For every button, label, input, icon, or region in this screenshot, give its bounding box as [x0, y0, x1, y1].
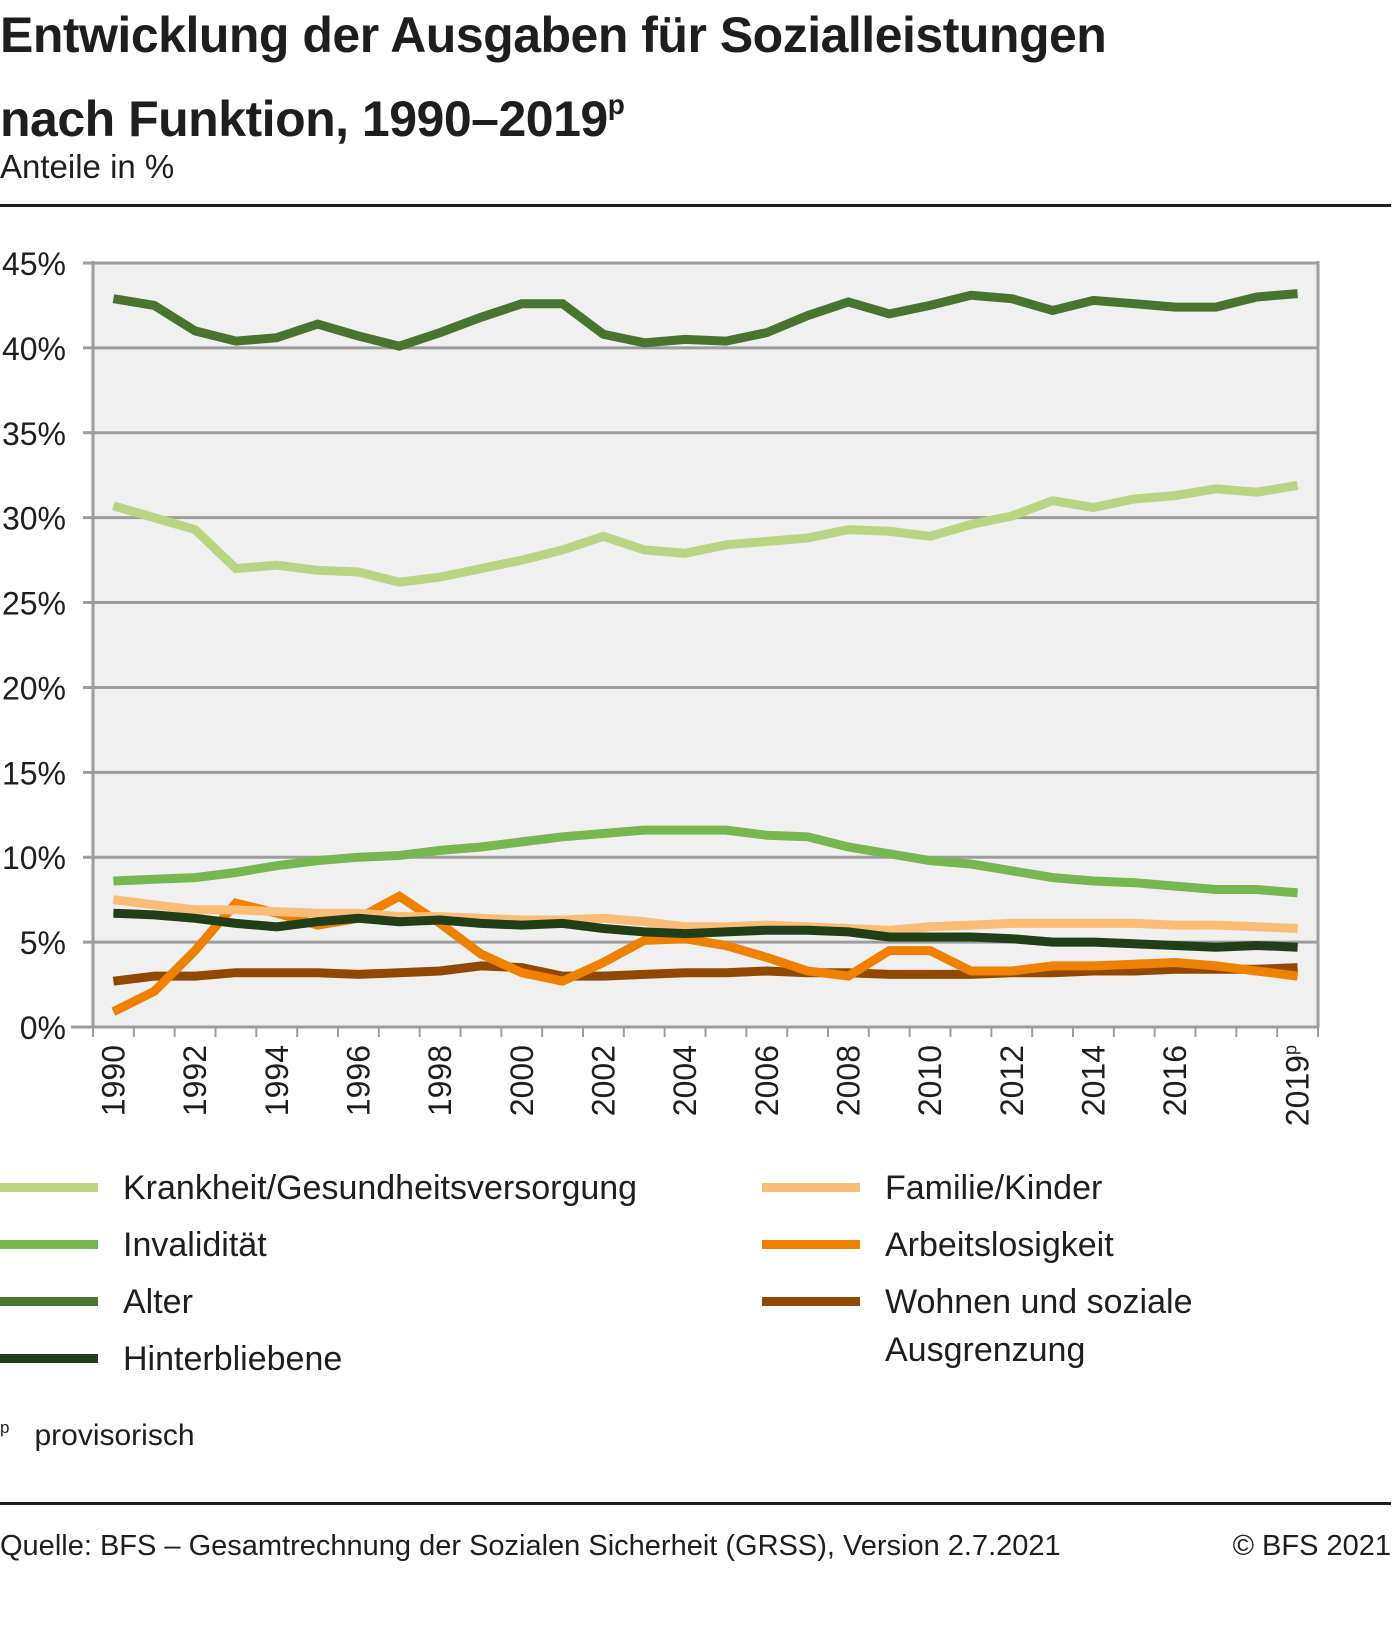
y-tick-label: 45%: [2, 246, 66, 282]
y-tick-label: 0%: [20, 1010, 66, 1046]
x-tick-label: 1996: [340, 1045, 376, 1116]
legend-swatch: [762, 1183, 860, 1192]
legend-item: Hinterbliebene: [0, 1335, 342, 1383]
x-tick-label: 2006: [749, 1045, 785, 1116]
legend-swatch: [762, 1240, 860, 1249]
x-tick-label: 1992: [177, 1045, 213, 1116]
footnote-mark: p: [0, 1418, 10, 1437]
legend-swatch: [0, 1354, 98, 1363]
y-tick-label: 35%: [2, 416, 66, 452]
y-tick-label: 5%: [20, 925, 66, 961]
axes: [71, 261, 1320, 1037]
x-tick-label: 2002: [585, 1045, 621, 1116]
series-line-alter: [112, 289, 1298, 351]
x-tick-label: 2019p: [1280, 1045, 1316, 1126]
copyright: © BFS 2021: [1232, 1530, 1391, 1562]
line-chart: 0%5%10%15%20%25%30%35%40%45% 1990 1992 199…: [2, 246, 1320, 1126]
legend-swatch: [0, 1240, 98, 1249]
legend-item: Familie/Kinder: [762, 1164, 1102, 1212]
series-line-familie-kinder: [112, 895, 1298, 935]
y-tick-label: 10%: [2, 840, 66, 876]
gridlines: [83, 261, 1318, 944]
legend-item: Invalidität: [0, 1221, 267, 1269]
legend-label: Krankheit/Gesundheitsversorgung: [123, 1169, 638, 1207]
y-tick-label: 25%: [2, 586, 66, 622]
source-note: Quelle: BFS – Gesamtrechnung der Soziale…: [0, 1530, 1061, 1562]
header-divider: [0, 204, 1391, 207]
x-tick-label: 2016: [1157, 1045, 1193, 1116]
x-tick-label: 2014: [1075, 1045, 1111, 1116]
chart-title-line2: nach Funktion, 1990–2019: [0, 91, 608, 147]
x-tick-label: 2012: [994, 1045, 1030, 1116]
y-tick-label: 15%: [2, 755, 66, 791]
legend-swatch: [762, 1297, 860, 1306]
series-lines: [111, 289, 1299, 1016]
x-tick-label: 2008: [830, 1045, 866, 1116]
series-line-wohnen-und-soziale-ausgrenzung: [112, 961, 1298, 986]
x-tick-label: 1998: [422, 1045, 458, 1116]
footer-divider: [0, 1502, 1391, 1505]
legend-item: Wohnen und soziale Ausgrenzung: [762, 1278, 1192, 1374]
chart-title-line1: Entwicklung der Ausgaben für Sozialleist…: [0, 7, 1107, 63]
legend-label: Hinterbliebene: [123, 1340, 343, 1378]
y-tick-label: 40%: [2, 331, 66, 367]
legend-label: Familie/Kinder: [885, 1169, 1103, 1207]
series-line-invalidität: [113, 825, 1298, 898]
footnote-text: provisorisch: [34, 1419, 195, 1452]
x-tick-label: 1994: [259, 1045, 295, 1116]
legend-swatch: [0, 1183, 98, 1192]
y-tick-label: 20%: [2, 670, 66, 706]
legend-label: Arbeitslosigkeit: [885, 1226, 1114, 1264]
plot-background: [93, 263, 1318, 1027]
x-tick-label: 2010: [912, 1045, 948, 1116]
chart-title: Entwicklung der Ausgaben für Sozialleist…: [0, 0, 1390, 154]
legend-item: Arbeitslosigkeit: [762, 1221, 1114, 1269]
legend-swatch: [0, 1297, 98, 1306]
x-tick-label: 1990: [95, 1045, 131, 1116]
y-axis-labels: 0% 5% 10% 15% 20% 25% 30% 35% 40% 45%: [2, 246, 66, 1046]
x-tick-label: 2004: [667, 1045, 703, 1116]
y-tick-label: 30%: [2, 501, 66, 537]
provisional-mark: p: [607, 89, 625, 120]
legend-item: Alter: [0, 1278, 193, 1326]
legend-label: Wohnen und soziale Ausgrenzung: [885, 1283, 1193, 1369]
x-tick-label: 2000: [504, 1045, 540, 1116]
footnote: p provisorisch: [0, 1418, 195, 1453]
legend-item: Krankheit/Gesundheitsversorgung: [0, 1164, 637, 1212]
series-line-hinterbliebene: [113, 908, 1298, 952]
chart-subtitle: Anteile in %: [0, 148, 175, 185]
series-line-krankheit-gesundheitsversorgung: [112, 480, 1299, 587]
x-axis-labels: 1990 1992 1994 1996 1998 2000 2002 2004 2006 2008…: [95, 1045, 1315, 1126]
legend-label: Alter: [123, 1283, 193, 1321]
legend-label: Invalidität: [123, 1226, 267, 1264]
